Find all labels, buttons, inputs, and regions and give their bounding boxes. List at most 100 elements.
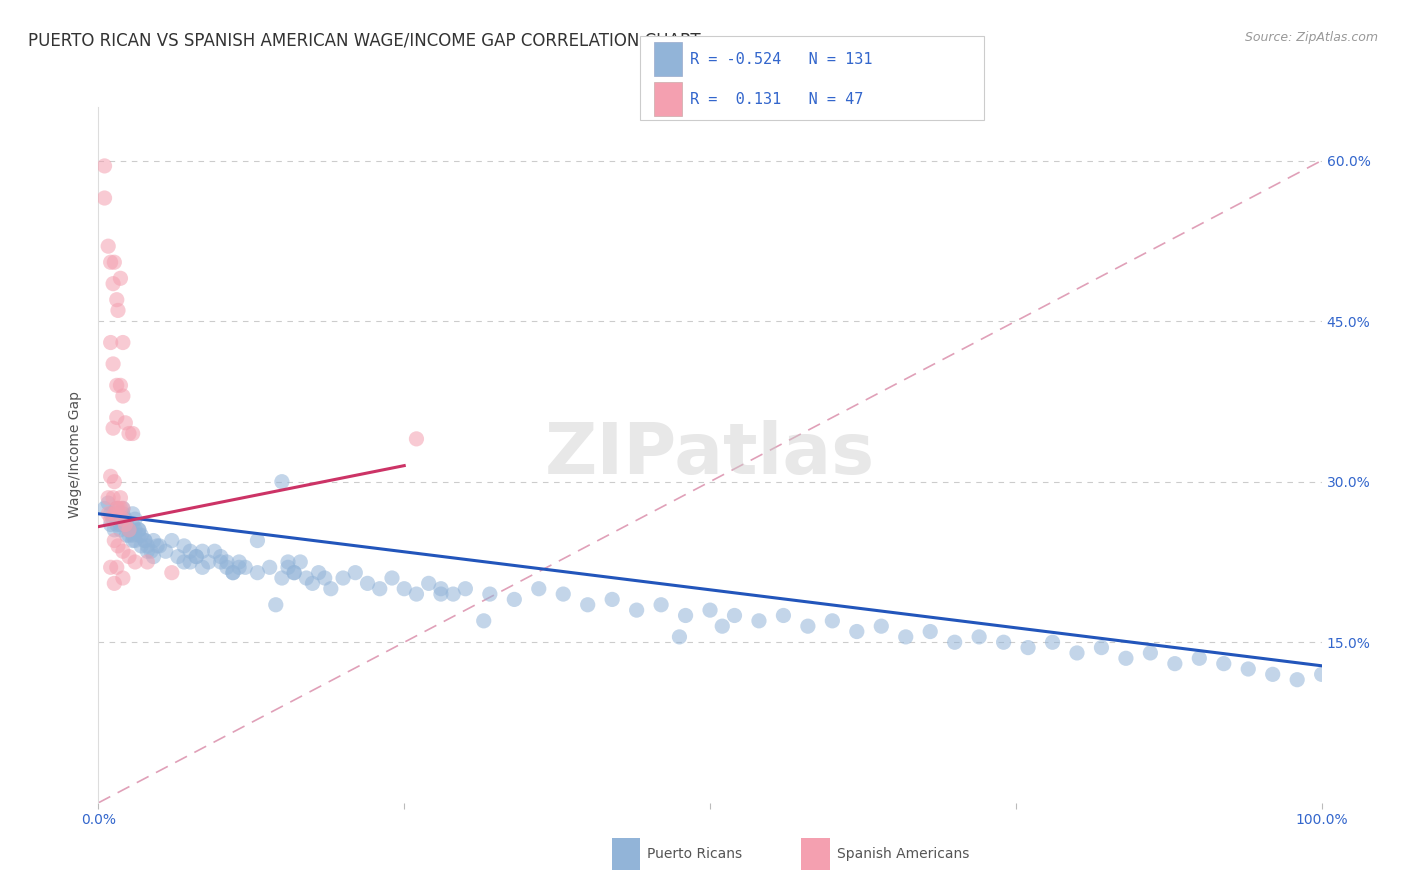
Point [527,582,550,596]
Point [118,523,141,537]
Point [111,389,134,403]
Point [723,608,745,623]
Text: ZIPatlas: ZIPatlas [546,420,875,490]
Point [111,571,134,585]
Point [179,544,201,558]
Point [110,523,132,537]
Point [1042,635,1064,649]
Point [209,549,232,564]
Point [699,603,721,617]
Point [191,560,214,574]
Point [295,571,318,585]
Point [283,566,305,580]
Point [101,421,124,435]
Point [134,533,156,548]
Point [332,571,354,585]
Point [246,533,269,548]
Point [1115,651,1137,665]
Point [111,544,134,558]
Point [222,566,245,580]
Point [845,624,868,639]
Point [121,517,143,532]
Point [270,475,294,489]
Point [356,576,378,591]
Point [149,539,172,553]
Point [114,517,136,532]
Point [105,378,128,392]
Point [93,191,115,205]
Point [870,619,893,633]
Point [1139,646,1161,660]
Point [97,496,120,510]
Point [472,614,495,628]
Point [503,592,526,607]
Point [129,528,152,542]
Point [103,507,125,521]
Point [121,528,143,542]
Point [290,555,312,569]
Point [105,560,128,574]
Text: Puerto Ricans: Puerto Ricans [647,847,742,861]
Point [894,630,917,644]
Point [264,598,287,612]
Point [100,469,122,483]
Point [308,566,330,580]
Point [173,555,195,569]
Point [197,555,219,569]
Point [110,517,132,532]
Point [1090,640,1112,655]
Point [711,619,734,633]
Point [797,619,820,633]
Point [103,255,125,269]
Point [277,555,299,569]
Point [381,571,404,585]
Point [100,255,122,269]
Point [121,426,143,441]
Point [110,378,132,392]
Point [121,533,143,548]
Point [920,624,942,639]
Point [110,512,132,526]
Point [209,555,232,569]
Point [129,539,152,553]
Point [993,635,1015,649]
Point [418,576,440,591]
Point [103,523,125,537]
Point [1261,667,1284,681]
Point [118,523,141,537]
Point [600,592,623,607]
Point [100,507,122,521]
Point [103,533,125,548]
Point [283,566,305,580]
Point [101,277,124,291]
Point [1066,646,1088,660]
Point [344,566,367,580]
Y-axis label: Wage/Income Gap: Wage/Income Gap [69,392,83,518]
Point [430,582,453,596]
Point [441,587,464,601]
Point [186,549,208,564]
Point [107,501,129,516]
Point [100,335,122,350]
Point [136,544,159,558]
Point [100,512,122,526]
Point [1212,657,1234,671]
Point [97,491,120,505]
Point [173,539,195,553]
Point [124,555,146,569]
Point [228,555,250,569]
Point [111,512,134,526]
Point [111,335,134,350]
Point [128,523,150,537]
Point [155,544,177,558]
Point [118,426,141,441]
Point [228,560,250,574]
Point [114,512,136,526]
Point [128,528,150,542]
Point [136,539,159,553]
Point [405,587,427,601]
Point [576,598,599,612]
Point [142,549,165,564]
Point [111,501,134,516]
Point [101,491,124,505]
